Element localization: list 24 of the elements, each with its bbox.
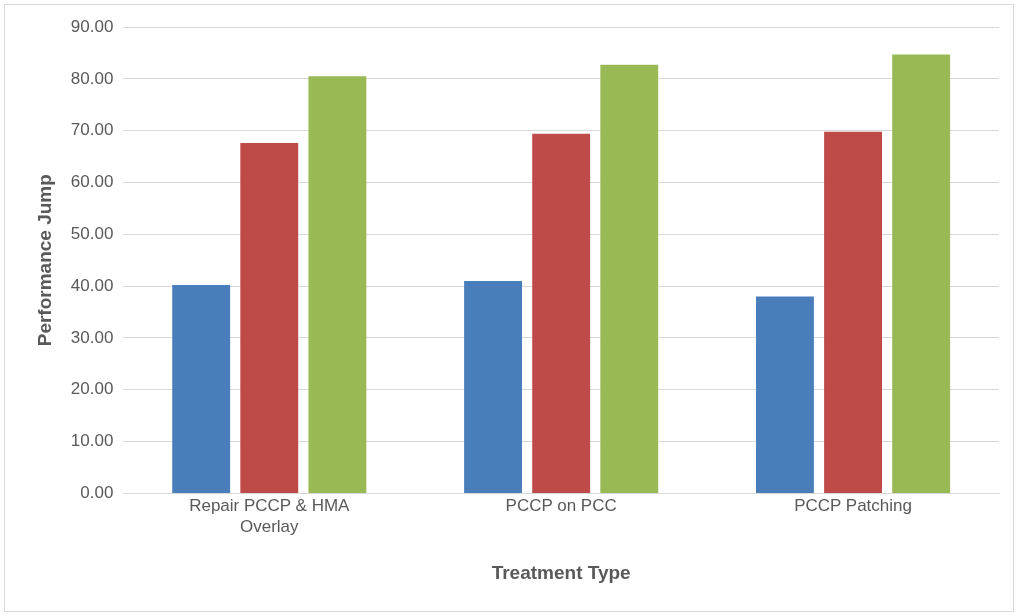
y-tick-label: 80.00 bbox=[70, 68, 114, 88]
y-tick-label: 40.00 bbox=[70, 275, 114, 295]
bar bbox=[824, 131, 882, 493]
y-tick-label: 70.00 bbox=[70, 120, 114, 140]
bar bbox=[892, 54, 951, 493]
y-tick-label: 20.00 bbox=[70, 379, 114, 399]
bar bbox=[756, 296, 814, 493]
bar bbox=[464, 280, 523, 493]
bar bbox=[600, 64, 659, 493]
bar bbox=[308, 76, 367, 493]
x-tick-label: PCCP on PCC bbox=[505, 496, 617, 516]
y-tick-label: 10.00 bbox=[70, 431, 114, 451]
x-axis-title: Treatment Type bbox=[491, 561, 631, 583]
bar bbox=[172, 285, 231, 493]
x-tick-label: PCCP Patching bbox=[794, 496, 912, 516]
y-tick-label: 30.00 bbox=[70, 327, 114, 347]
bar bbox=[532, 133, 591, 493]
y-tick-label: 90.00 bbox=[70, 16, 114, 36]
y-tick-label: 50.00 bbox=[70, 223, 114, 243]
y-tick-label: 60.00 bbox=[70, 172, 114, 192]
x-tick-label: Repair PCCP & HMA Overlay bbox=[189, 496, 351, 536]
bar bbox=[240, 143, 299, 493]
y-axis-title: Performance Jump bbox=[33, 174, 55, 347]
y-tick-label: 0.00 bbox=[80, 483, 114, 503]
